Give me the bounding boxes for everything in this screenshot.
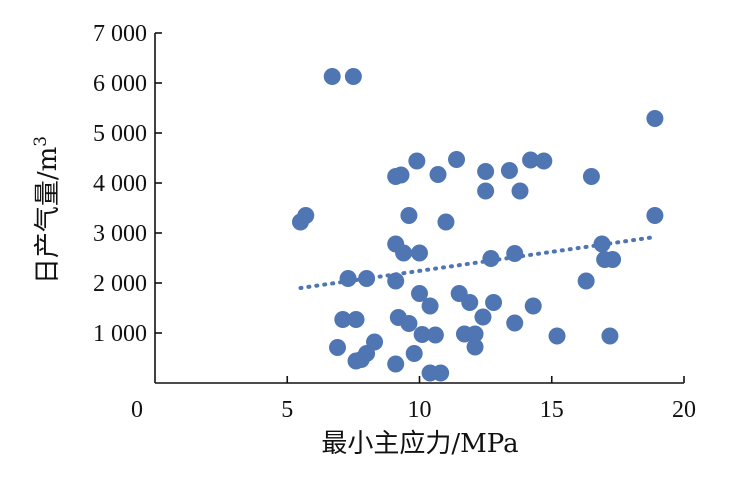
data-point (461, 294, 479, 311)
y-tick-label: 3 000 (93, 221, 147, 247)
data-point (646, 207, 664, 224)
data-point (387, 355, 405, 373)
data-point (482, 250, 500, 267)
x-tick-label: 20 (672, 397, 696, 423)
data-point (405, 345, 423, 362)
y-tick-label: 2 000 (93, 271, 147, 297)
data-point (466, 325, 484, 343)
x-tick-label: 5 (281, 397, 293, 423)
data-point (448, 151, 466, 168)
data-point (329, 339, 347, 356)
data-point (421, 297, 439, 315)
data-point (506, 314, 524, 332)
data-point (524, 297, 542, 315)
data-point (477, 182, 495, 200)
data-point (604, 251, 622, 268)
data-point (500, 162, 518, 179)
data-point (339, 270, 357, 287)
data-points (291, 68, 664, 382)
data-point (297, 207, 315, 224)
y-axis-ticks: 1 000 2 000 3 000 4 000 5 000 6 000 7 000 (93, 21, 162, 347)
data-point (411, 244, 428, 262)
y-tick-label: 6 000 (93, 71, 147, 97)
data-point (408, 152, 426, 170)
data-point (323, 68, 341, 85)
data-point (582, 168, 600, 185)
data-point (593, 235, 611, 253)
data-point (506, 245, 524, 262)
data-point (411, 285, 428, 302)
x-axis-title: 最小主应力/MPa (321, 429, 518, 459)
data-point (432, 364, 450, 382)
data-point (400, 315, 418, 332)
x-tick-label: 10 (408, 397, 432, 423)
data-point (413, 326, 431, 343)
data-point (334, 311, 352, 328)
data-point (395, 244, 413, 262)
data-point (437, 213, 455, 231)
data-point (548, 327, 566, 345)
data-point (511, 182, 529, 200)
data-point (387, 272, 405, 290)
y-axis-title-sup: 3 (31, 136, 51, 147)
data-point (577, 272, 595, 290)
data-point (347, 311, 365, 328)
y-axis-title: 日产气量/m3 (31, 136, 63, 284)
data-point (429, 166, 447, 183)
y-tick-label: 1 000 (93, 321, 147, 347)
y-tick-label: 4 000 (93, 171, 147, 197)
y-tick-label: 7 000 (93, 21, 147, 47)
data-point (358, 270, 376, 287)
y-axis-title-main: 日产气量/m (33, 147, 63, 284)
data-point (474, 308, 492, 326)
data-point (426, 326, 444, 344)
data-point (601, 327, 619, 345)
data-point (477, 163, 495, 180)
data-point (466, 338, 484, 356)
x-axis-ticks: 0 5 10 15 20 (131, 376, 696, 423)
data-point (400, 207, 418, 224)
y-tick-label: 5 000 (93, 121, 147, 147)
x-tick-label: 15 (540, 397, 564, 423)
data-point (646, 110, 664, 127)
data-point (344, 68, 362, 85)
x-tick-label: 0 (131, 397, 143, 423)
data-point (358, 345, 376, 362)
data-point (392, 166, 410, 184)
data-point (535, 152, 553, 170)
data-point (522, 151, 540, 169)
data-point (485, 294, 503, 311)
